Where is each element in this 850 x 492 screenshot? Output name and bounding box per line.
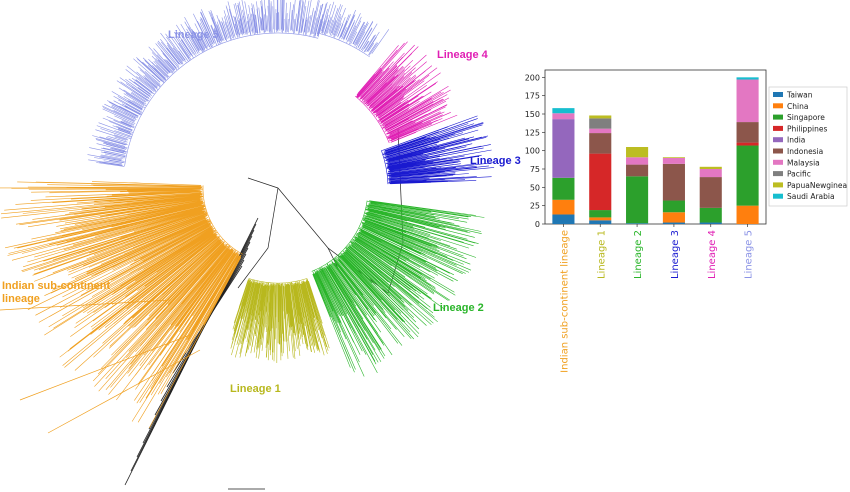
bar-segment-indonesia xyxy=(662,163,685,201)
legend-swatch xyxy=(773,182,783,188)
bar-segment-china xyxy=(662,212,685,223)
clade-indian-subcontinent xyxy=(0,181,243,429)
bar-segment-taiwan xyxy=(589,220,612,224)
tree-label-isc-line2: lineage xyxy=(2,293,40,305)
clade-lineage-5b xyxy=(319,1,390,58)
clade-lineage-5 xyxy=(87,0,328,167)
bar-segment-china xyxy=(589,217,612,221)
tree-label-l3: Lineage 3 xyxy=(470,155,521,167)
legend-entry: Pacific xyxy=(787,170,811,179)
bar-segment-malaysia xyxy=(699,169,722,178)
legend-swatch xyxy=(773,103,783,109)
bar-segment-pacific xyxy=(589,118,612,129)
bar-segment-indonesia xyxy=(699,177,722,208)
plot-frame xyxy=(544,69,767,225)
bar-segment-singapore xyxy=(589,210,612,218)
chart-legend: Taiwan China Singapore Philippines India Indo… xyxy=(768,86,848,207)
isc-long-branches xyxy=(0,299,201,434)
tree-label-isc-line1: Indian sub-continent xyxy=(2,280,110,292)
legend-swatch xyxy=(773,114,783,120)
legend-entry: India xyxy=(787,136,805,145)
x-category-label: Lineage 4 xyxy=(707,230,718,279)
clade-lineage-2 xyxy=(311,200,485,377)
x-category-label: Indian sub-continent lineage xyxy=(559,230,570,373)
bar-segment-singapore xyxy=(699,207,722,223)
bar-segment-saudi-arabia xyxy=(552,108,575,114)
legend-entry: Saudi Arabia xyxy=(787,192,835,201)
bar-segment-taiwan xyxy=(626,223,649,224)
bar-segment-indonesia xyxy=(626,164,649,177)
bar-segment-china xyxy=(736,205,759,224)
bar-segment-papuanewginea xyxy=(626,147,649,158)
bar-segment-saudi-arabia xyxy=(736,77,759,80)
tree-label-l4: Lineage 4 xyxy=(437,49,489,61)
y-tick-label: 25 xyxy=(530,202,540,211)
legend-swatch xyxy=(773,137,783,143)
bar-segment-taiwan xyxy=(662,222,685,224)
bar-segment-malaysia xyxy=(552,113,575,120)
legend-swatch xyxy=(773,148,783,154)
legend-entry: Taiwan xyxy=(786,91,813,100)
x-category-label: Lineage 1 xyxy=(596,230,607,279)
y-tick-label: 150 xyxy=(525,110,540,119)
y-tick-label: 125 xyxy=(525,128,540,137)
legend-swatch xyxy=(773,193,783,199)
bar-segment-papuanewginea xyxy=(699,166,722,169)
clade-lineage-1 xyxy=(230,278,330,364)
clade-lineage-4 xyxy=(354,41,458,144)
bar-segment-india xyxy=(552,119,575,178)
bar-segment-taiwan xyxy=(552,214,575,224)
clade-lineage-3 xyxy=(381,115,495,185)
legend-swatch xyxy=(773,125,783,131)
bar-segment-singapore xyxy=(736,145,759,206)
bar-segment-papuanewginea xyxy=(589,115,612,119)
legend-swatch xyxy=(773,92,783,97)
y-tick-label: 50 xyxy=(530,183,540,192)
bar-segment-philippines xyxy=(736,142,759,146)
y-tick-label: 75 xyxy=(530,165,540,174)
bar-segment-singapore xyxy=(662,200,685,213)
bar-segment-indonesia xyxy=(589,133,612,154)
bar-segment-malaysia xyxy=(736,79,759,123)
legend-entry: PapuaNewginea xyxy=(787,181,847,190)
legend-entry: China xyxy=(787,102,808,111)
x-category-label: Lineage 5 xyxy=(744,230,755,279)
bar-segment-malaysia xyxy=(589,128,612,134)
legend-entry: Indonesia xyxy=(787,147,823,156)
bar-segment-singapore xyxy=(626,176,649,224)
legend-entry: Malaysia xyxy=(787,158,820,167)
bar-segment-singapore xyxy=(552,177,575,200)
bar-segment-papuanewginea xyxy=(662,157,685,158)
tree-label-l2: Lineage 2 xyxy=(433,302,484,314)
legend-swatch xyxy=(773,159,783,165)
tree-label-l5: Lineage 5 xyxy=(168,29,219,41)
bar-segment-china xyxy=(552,199,575,215)
bar-segment-taiwan xyxy=(699,222,722,224)
bar-segment-malaysia xyxy=(626,157,649,165)
legend-swatch xyxy=(773,171,783,177)
chart-plot-area: 0 25 50 75 100 125 150 175 200 Indian sub-contine… xyxy=(525,69,767,373)
y-tick-label: 0 xyxy=(535,220,540,229)
bar-segment-philippines xyxy=(589,153,612,211)
legend-entry: Philippines xyxy=(787,124,828,133)
legend-entry: Singapore xyxy=(787,113,825,122)
bar-segment-indonesia xyxy=(736,122,759,143)
tree-label-l1: Lineage 1 xyxy=(230,383,281,395)
y-tick-label: 200 xyxy=(525,73,540,82)
y-tick-label: 100 xyxy=(525,147,540,156)
x-category-label: Lineage 3 xyxy=(670,230,681,279)
y-tick-label: 175 xyxy=(525,92,540,101)
x-category-label: Lineage 2 xyxy=(633,230,644,279)
bar-segment-malaysia xyxy=(662,158,685,164)
